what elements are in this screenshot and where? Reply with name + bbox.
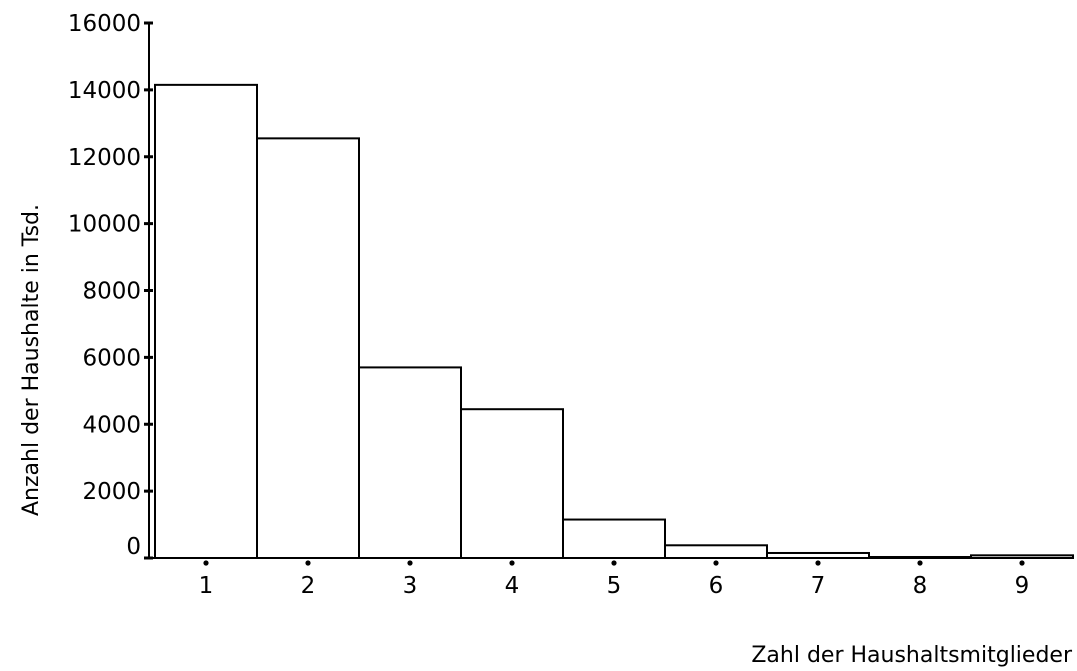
x-tick-mark [713, 560, 719, 566]
bar-5 [562, 518, 666, 559]
y-tick-label: 6000 [82, 345, 141, 371]
y-axis-title: Anzahl der Haushalte in Tsd. [19, 204, 44, 516]
y-tick-label: 14000 [68, 78, 141, 104]
x-tick-label: 5 [607, 573, 622, 599]
x-tick-mark [305, 560, 311, 566]
x-tick-label: 6 [709, 573, 724, 599]
bar-4 [460, 408, 564, 559]
y-tick-label: 2000 [82, 479, 141, 505]
y-tick-label: 10000 [68, 212, 141, 238]
bar-6 [664, 544, 768, 560]
bar-1 [154, 83, 258, 559]
bar-3 [358, 366, 462, 559]
bar-2 [256, 137, 360, 559]
x-tick-mark [407, 560, 413, 566]
x-tick-label: 9 [1015, 573, 1030, 599]
x-tick-label: 7 [811, 573, 826, 599]
x-tick-label: 8 [913, 573, 928, 599]
x-tick-mark [509, 560, 515, 566]
x-tick-mark [1019, 560, 1025, 566]
y-tick-label: 0 [126, 534, 141, 560]
x-tick-mark [203, 560, 209, 566]
x-tick-label: 3 [403, 573, 418, 599]
x-tick-mark [611, 560, 617, 566]
x-tick-mark [917, 560, 923, 566]
x-axis-title: Zahl der Haushaltsmitglieder [751, 643, 1073, 668]
x-tick-label: 2 [301, 573, 316, 599]
y-tick-label: 12000 [68, 145, 141, 171]
y-ticks-group: 0 2000 4000 6000 8000 10000 12000 14000 16000 [68, 11, 153, 560]
y-tick-label: 8000 [82, 279, 141, 305]
x-tick-label: 1 [199, 573, 214, 599]
y-tick-label: 16000 [68, 11, 141, 37]
x-tick-mark [815, 560, 821, 566]
x-ticks-group: 1 2 3 4 5 6 7 8 9 [199, 560, 1030, 599]
y-tick-label: 4000 [82, 412, 141, 438]
bars-group [154, 83, 1074, 560]
x-tick-label: 4 [505, 573, 520, 599]
